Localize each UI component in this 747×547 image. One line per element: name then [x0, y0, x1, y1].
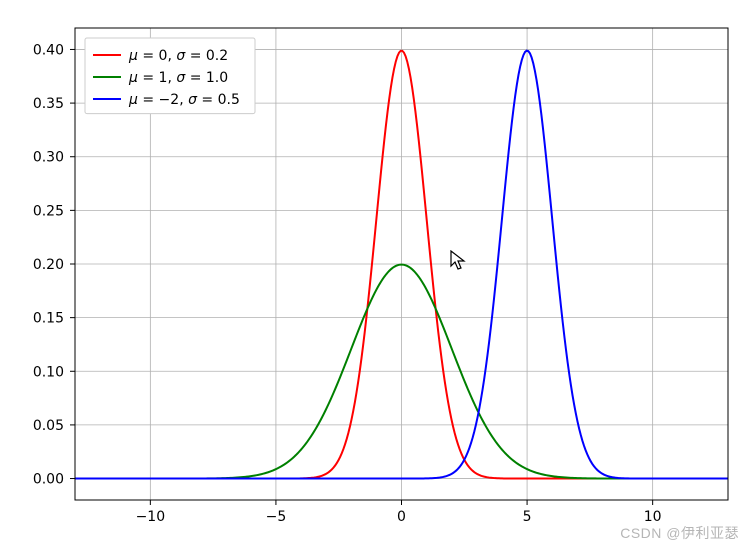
ytick-label: 0.00	[33, 472, 64, 488]
ytick-label: 0.40	[33, 42, 64, 58]
chart-container: −10 −5 0 5 10 0.00 0.05 0.10 0.15 0.20 0.25 0.30 0.3…	[0, 0, 747, 547]
legend: μ = 0, σ = 0.2 μ = 1, σ = 1.0 μ = −2, σ = …	[85, 38, 255, 114]
xtick-label: 0	[397, 509, 406, 525]
legend-label: μ = 1, σ = 1.0	[128, 70, 228, 86]
xtick-label: 10	[644, 509, 662, 525]
ytick-label: 0.10	[33, 364, 64, 380]
xtick-label: −5	[266, 509, 287, 525]
legend-label: μ = 0, σ = 0.2	[128, 48, 228, 64]
legend-label: μ = −2, σ = 0.5	[128, 92, 240, 108]
xtick-label: 5	[523, 509, 532, 525]
chart-svg: −10 −5 0 5 10 0.00 0.05 0.10 0.15 0.20 0.25 0.30 0.3…	[0, 0, 747, 547]
ytick-label: 0.15	[33, 311, 64, 327]
xtick-label: −10	[136, 509, 166, 525]
ytick-label: 0.35	[33, 96, 64, 112]
ytick-label: 0.25	[33, 203, 64, 219]
ytick-label: 0.30	[33, 150, 64, 166]
ytick-label: 0.05	[33, 418, 64, 434]
ytick-label: 0.20	[33, 257, 64, 273]
